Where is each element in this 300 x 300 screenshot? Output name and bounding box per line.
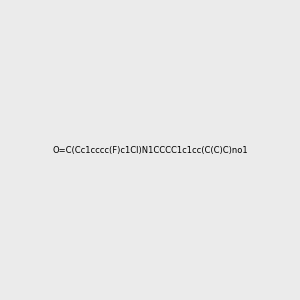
Text: O=C(Cc1cccc(F)c1Cl)N1CCCC1c1cc(C(C)C)no1: O=C(Cc1cccc(F)c1Cl)N1CCCC1c1cc(C(C)C)no1 (52, 146, 248, 154)
